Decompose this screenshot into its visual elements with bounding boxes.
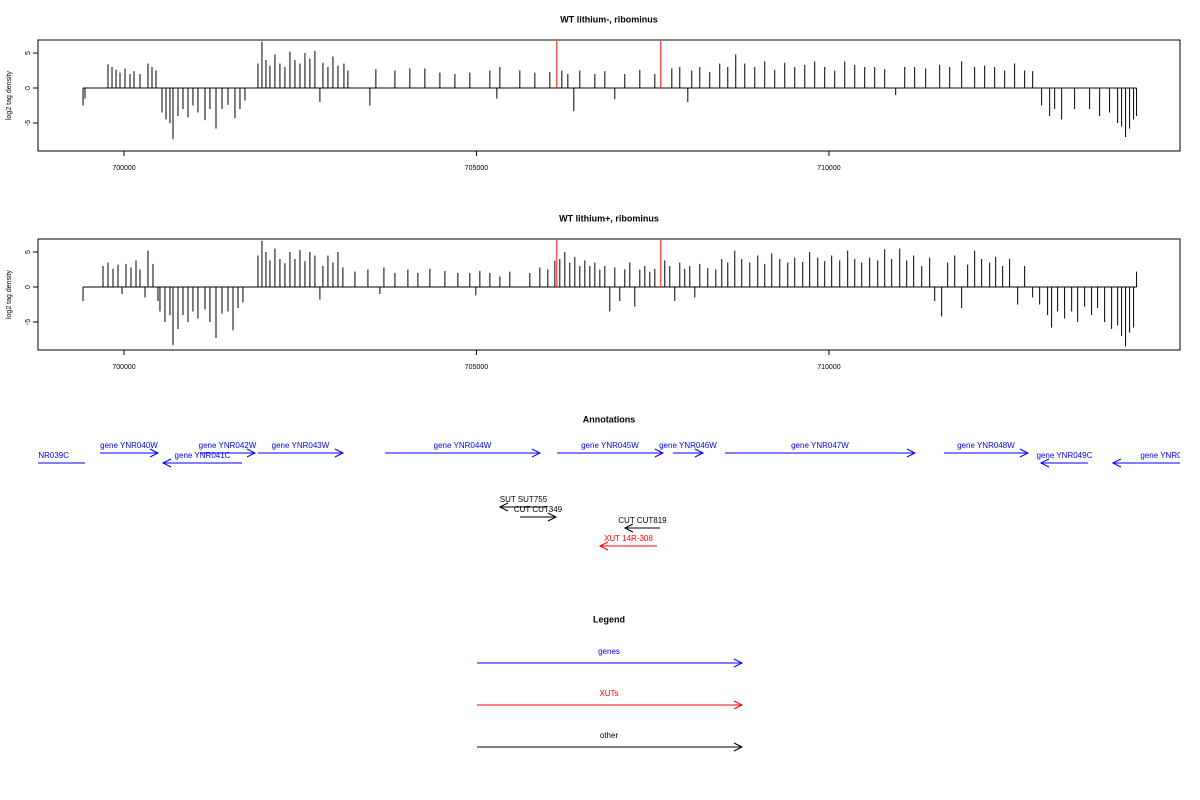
feature-label: gene YNR049C: [1036, 451, 1092, 460]
y-tick-label: -5: [25, 120, 32, 126]
feature-label: gene YNR044W: [434, 441, 492, 450]
feature-label: CUT CUT349: [514, 505, 563, 514]
annotations-title: Annotations: [583, 414, 636, 424]
feature-label: gene YNR048W: [957, 441, 1015, 450]
y-tick-label: 5: [25, 51, 32, 55]
arrow-head: [149, 448, 160, 458]
feature-label: gene YNR046W: [659, 441, 717, 450]
feature-label: gene YNR041C: [175, 451, 231, 460]
y-tick-label: 0: [25, 86, 32, 90]
plot-frame: [37, 39, 1181, 152]
arrow-head: [0, 459, 5, 467]
y-tick-label: -5: [25, 319, 32, 325]
arrow-head: [498, 502, 509, 512]
legend-label: genes: [598, 647, 620, 656]
feature-label: CUT CUT819: [618, 516, 667, 525]
arrow-head: [334, 448, 345, 458]
legend-arrow-head: [733, 742, 744, 752]
legend-label: XUTs: [599, 689, 618, 698]
chart-title: WT lithium-, ribominus: [560, 14, 658, 24]
legend-arrow-head: [733, 700, 744, 710]
y-tick-label: 5: [25, 250, 32, 254]
feature-label: gene YNR045W: [581, 441, 639, 450]
arrow-head: [531, 448, 542, 458]
feature-label: gene YNR043W: [272, 441, 330, 450]
arrow-head: [694, 448, 705, 458]
feature-label: gene YNR042W: [199, 441, 257, 450]
chart-title: WT lithium+, ribominus: [559, 213, 659, 223]
legend-arrow-head: [733, 658, 744, 668]
arrow-head: [906, 448, 917, 458]
arrow-head: [161, 458, 172, 468]
feature-label: SUT SUT755: [500, 495, 548, 504]
plot-frame: [37, 238, 1181, 351]
legend-title: Legend: [593, 614, 625, 624]
arrow-head: [598, 541, 609, 551]
arrow-head: [1111, 458, 1122, 468]
arrow-head: [1039, 458, 1050, 468]
y-axis-label: log2 tag density: [6, 70, 13, 120]
arrow-head: [246, 448, 257, 458]
x-tick-label: 700000: [112, 364, 135, 371]
legend-label: other: [600, 731, 619, 740]
x-tick-label: 705000: [465, 364, 488, 371]
x-tick-label: 705000: [465, 165, 488, 172]
feature-label: gene YNR039C: [13, 451, 69, 460]
arrow-head: [1019, 448, 1030, 458]
feature-label: gene YNR050C: [1140, 451, 1196, 460]
feature-label: gene YNR047W: [791, 441, 849, 450]
feature-label: gene YNR040W: [100, 441, 158, 450]
x-tick-label: 710000: [817, 165, 840, 172]
arrow-head: [654, 448, 665, 458]
x-tick-label: 700000: [112, 165, 135, 172]
x-tick-label: 710000: [817, 364, 840, 371]
arrow-head: [547, 512, 558, 522]
feature-label: XUT 14R-308: [604, 534, 653, 543]
y-tick-label: 0: [25, 285, 32, 289]
arrow-head: [623, 523, 634, 533]
y-axis-label: log2 tag density: [6, 269, 13, 319]
